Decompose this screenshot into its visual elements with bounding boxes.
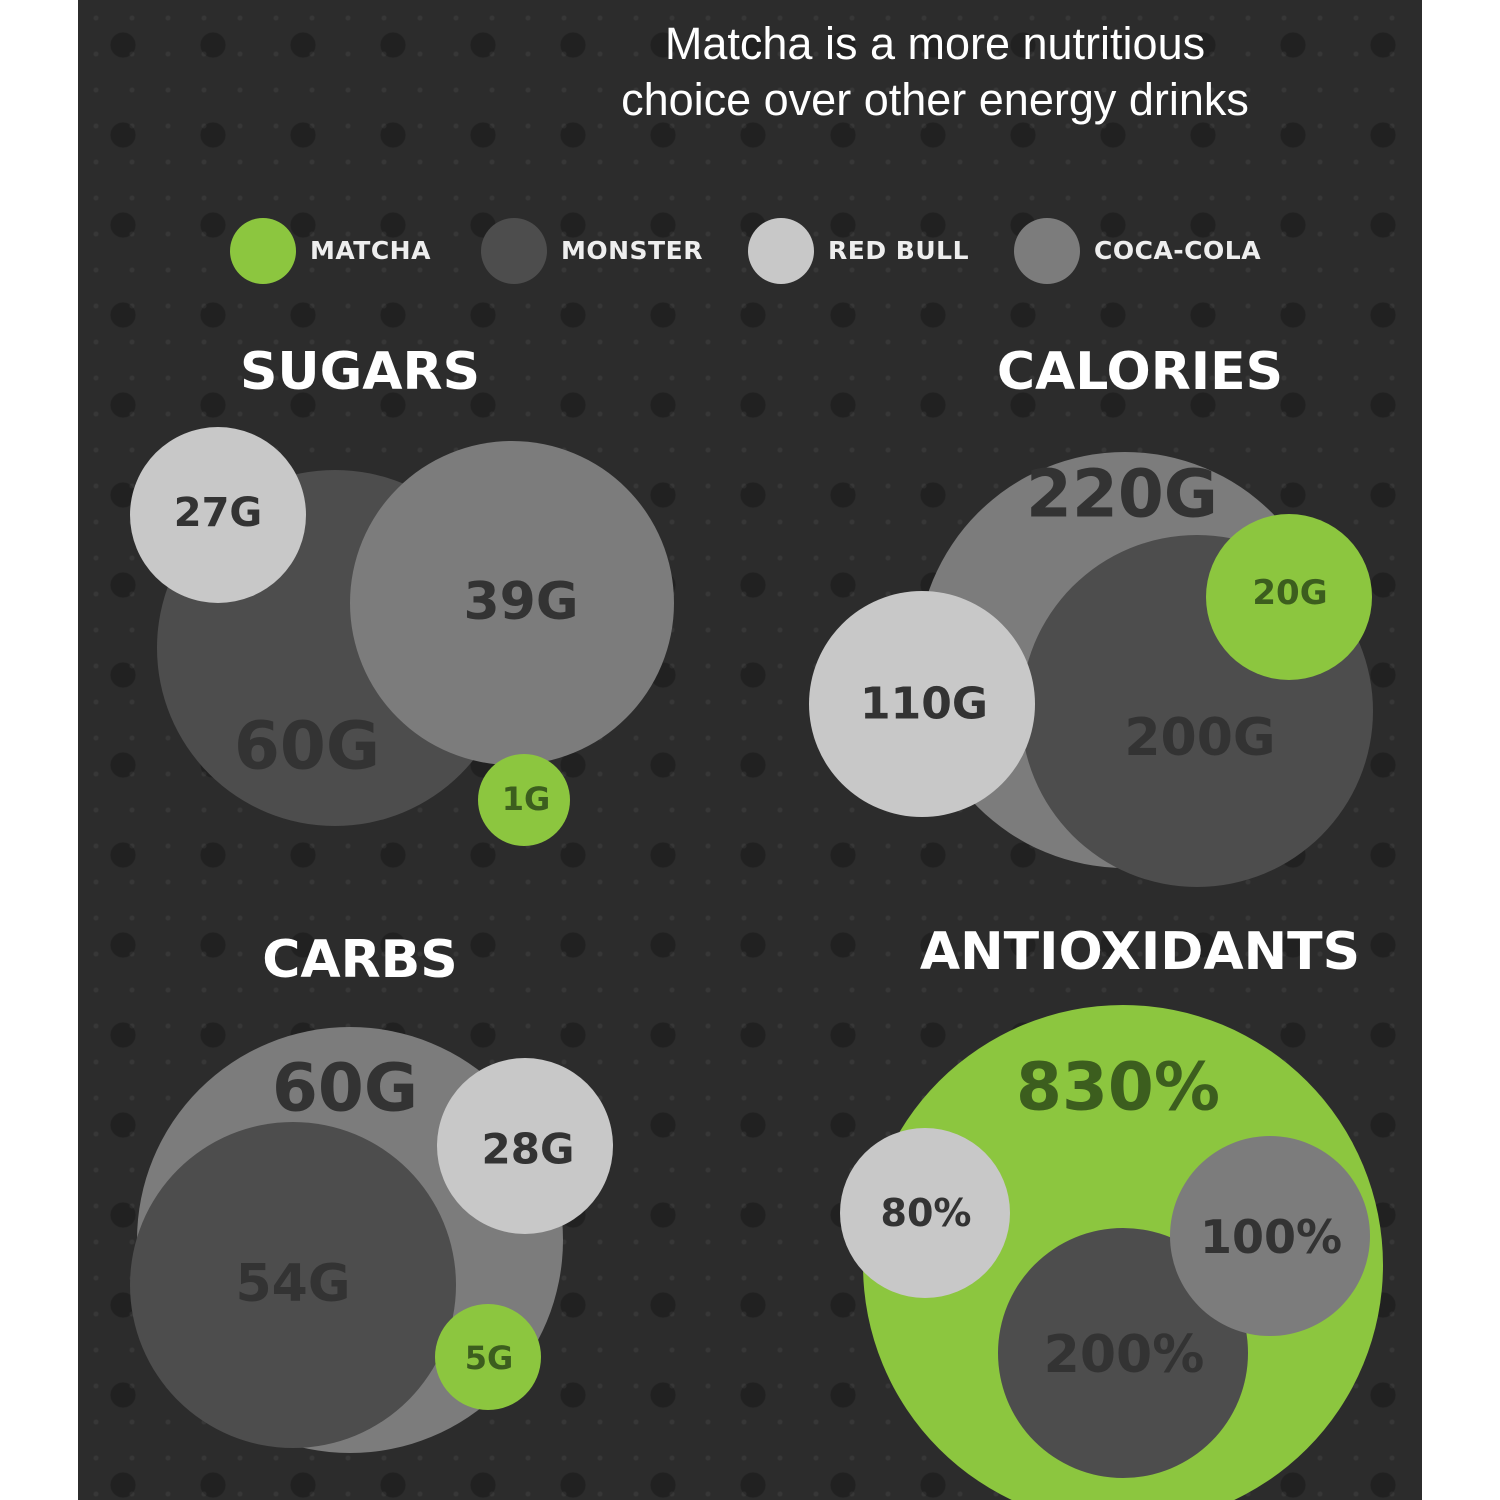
bubble-label-sugars-monster: 60G [234,708,380,785]
bubble-label-antioxidants-matcha: 830% [1016,1049,1220,1126]
chart-title-calories: CALORIES [996,342,1284,402]
bubble-label-carbs-coca-cola: 60G [272,1050,418,1127]
chart-title-sugars: SUGARS [239,342,481,402]
headline-line-2: choice over other energy drinks [621,74,1249,125]
legend-label-matcha: MATCHA [310,236,431,265]
bubble-label-sugars-red-bull: 27G [174,490,263,536]
bubble-calories-matcha [1206,514,1372,680]
chart-title-carbs: CARBS [262,930,458,990]
bubble-label-carbs-matcha: 5G [465,1339,514,1377]
headline: Matcha is a more nutritious choice over … [570,16,1300,128]
bubble-carbs-red-bull [437,1058,613,1234]
bubble-label-calories-matcha: 20G [1252,573,1327,613]
bubble-label-antioxidants-monster: 200% [1044,1325,1205,1385]
legend-swatch-red-bull [748,218,814,284]
bubble-label-calories-coca-cola: 220G [1026,456,1218,533]
bubble-antioxidants-coca-cola [1170,1136,1370,1336]
bubble-sugars-red-bull [130,427,306,603]
bubble-chart-antioxidants: 830% 200% 100% 80% [840,1005,1383,1500]
legend-swatch-matcha [230,218,296,284]
bubble-label-sugars-matcha: 1G [502,780,551,818]
bubble-chart-carbs: 60G 54G 28G 5G [130,1027,613,1453]
bubble-label-carbs-monster: 54G [235,1254,350,1314]
bubble-antioxidants-monster [998,1228,1248,1478]
bubble-label-calories-red-bull: 110G [860,679,988,730]
legend-swatch-coca-cola [1014,218,1080,284]
bubble-antioxidants-red-bull [840,1128,1010,1298]
bubble-label-carbs-red-bull: 28G [482,1125,575,1174]
bubble-sugars-coca-cola [350,441,674,765]
legend-label-red-bull: RED BULL [828,236,969,265]
bubble-sugars-matcha [478,754,570,846]
bubble-chart-sugars: 60G 39G 27G 1G [130,427,674,846]
legend-swatch-monster [481,218,547,284]
bubble-label-antioxidants-red-bull: 80% [881,1191,972,1235]
bubble-chart-calories: 220G 200G 110G 20G [809,452,1373,887]
legend-label-coca-cola: COCA-COLA [1094,236,1262,265]
bubble-label-calories-monster: 200G [1124,708,1275,768]
bubble-label-sugars-coca-cola: 39G [463,572,578,632]
legend-label-monster: MONSTER [561,236,703,265]
chart-title-antioxidants: ANTIOXIDANTS [919,922,1361,982]
bubble-carbs-monster [130,1122,456,1448]
headline-line-1: Matcha is a more nutritious [664,18,1206,69]
bubble-label-antioxidants-coca-cola: 100% [1200,1210,1342,1264]
bubble-calories-red-bull [809,591,1035,817]
bubble-carbs-matcha [435,1304,541,1410]
